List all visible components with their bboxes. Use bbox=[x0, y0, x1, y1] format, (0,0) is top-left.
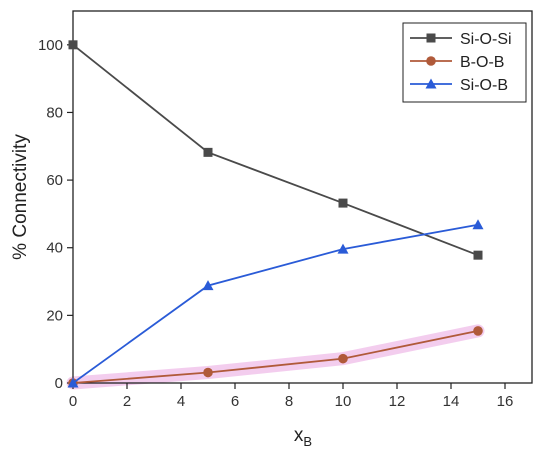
x-tick-label: 8 bbox=[285, 393, 293, 410]
x-tick-label: 10 bbox=[335, 393, 352, 410]
si-o-si-point bbox=[338, 198, 348, 208]
legend-marker-b-o-b bbox=[426, 56, 436, 66]
legend: Si-O-Si B-O-B Si-O-B bbox=[402, 22, 527, 103]
si-o-si-point bbox=[473, 250, 483, 260]
legend-marker-si-o-b bbox=[425, 78, 437, 89]
x-tick-label: 0 bbox=[69, 393, 77, 410]
series-layer bbox=[67, 40, 484, 388]
legend-marker-si-o-si bbox=[426, 33, 436, 43]
x-tick-label: 14 bbox=[443, 393, 460, 410]
legend-label-si-o-b: Si-O-B bbox=[460, 77, 508, 94]
si-o-b-line bbox=[72, 223, 479, 384]
y-axis-title: % Connectivity bbox=[10, 134, 31, 260]
y-tick-label: 60 bbox=[46, 172, 63, 189]
axis-ticks: 0 2 4 6 8 10 12 14 16 0 20 40 60 80 100 bbox=[38, 37, 513, 410]
y-tick-label: 100 bbox=[38, 37, 63, 54]
legend-label-si-o-si: Si-O-Si bbox=[460, 31, 512, 48]
legend-label-b-o-b: B-O-B bbox=[460, 54, 504, 71]
plot-frame bbox=[72, 10, 533, 384]
si-o-b-point bbox=[202, 280, 214, 291]
x-tick-label: 12 bbox=[389, 393, 406, 410]
si-o-si-line bbox=[72, 44, 479, 257]
x-tick-label: 4 bbox=[177, 393, 185, 410]
b-o-b-point bbox=[473, 326, 483, 336]
y-tick-label: 20 bbox=[46, 307, 63, 324]
si-o-b-point bbox=[472, 219, 484, 230]
b-o-b-point bbox=[338, 353, 348, 364]
si-o-b-point bbox=[337, 243, 349, 254]
si-o-si-point bbox=[68, 40, 78, 50]
x-axis-title: xB bbox=[294, 425, 312, 449]
y-tick-label: 80 bbox=[46, 104, 63, 121]
y-tick-label: 0 bbox=[55, 375, 63, 392]
x-tick-label: 2 bbox=[123, 393, 131, 410]
b-o-b-line bbox=[72, 330, 479, 384]
x-tick-label: 6 bbox=[231, 393, 239, 410]
x-tick-label: 16 bbox=[497, 393, 514, 410]
si-o-si-point bbox=[203, 147, 213, 157]
b-o-b-point bbox=[203, 367, 213, 378]
y-tick-label: 40 bbox=[46, 240, 63, 257]
legend-box bbox=[402, 22, 527, 103]
si-o-b-point bbox=[67, 377, 79, 388]
